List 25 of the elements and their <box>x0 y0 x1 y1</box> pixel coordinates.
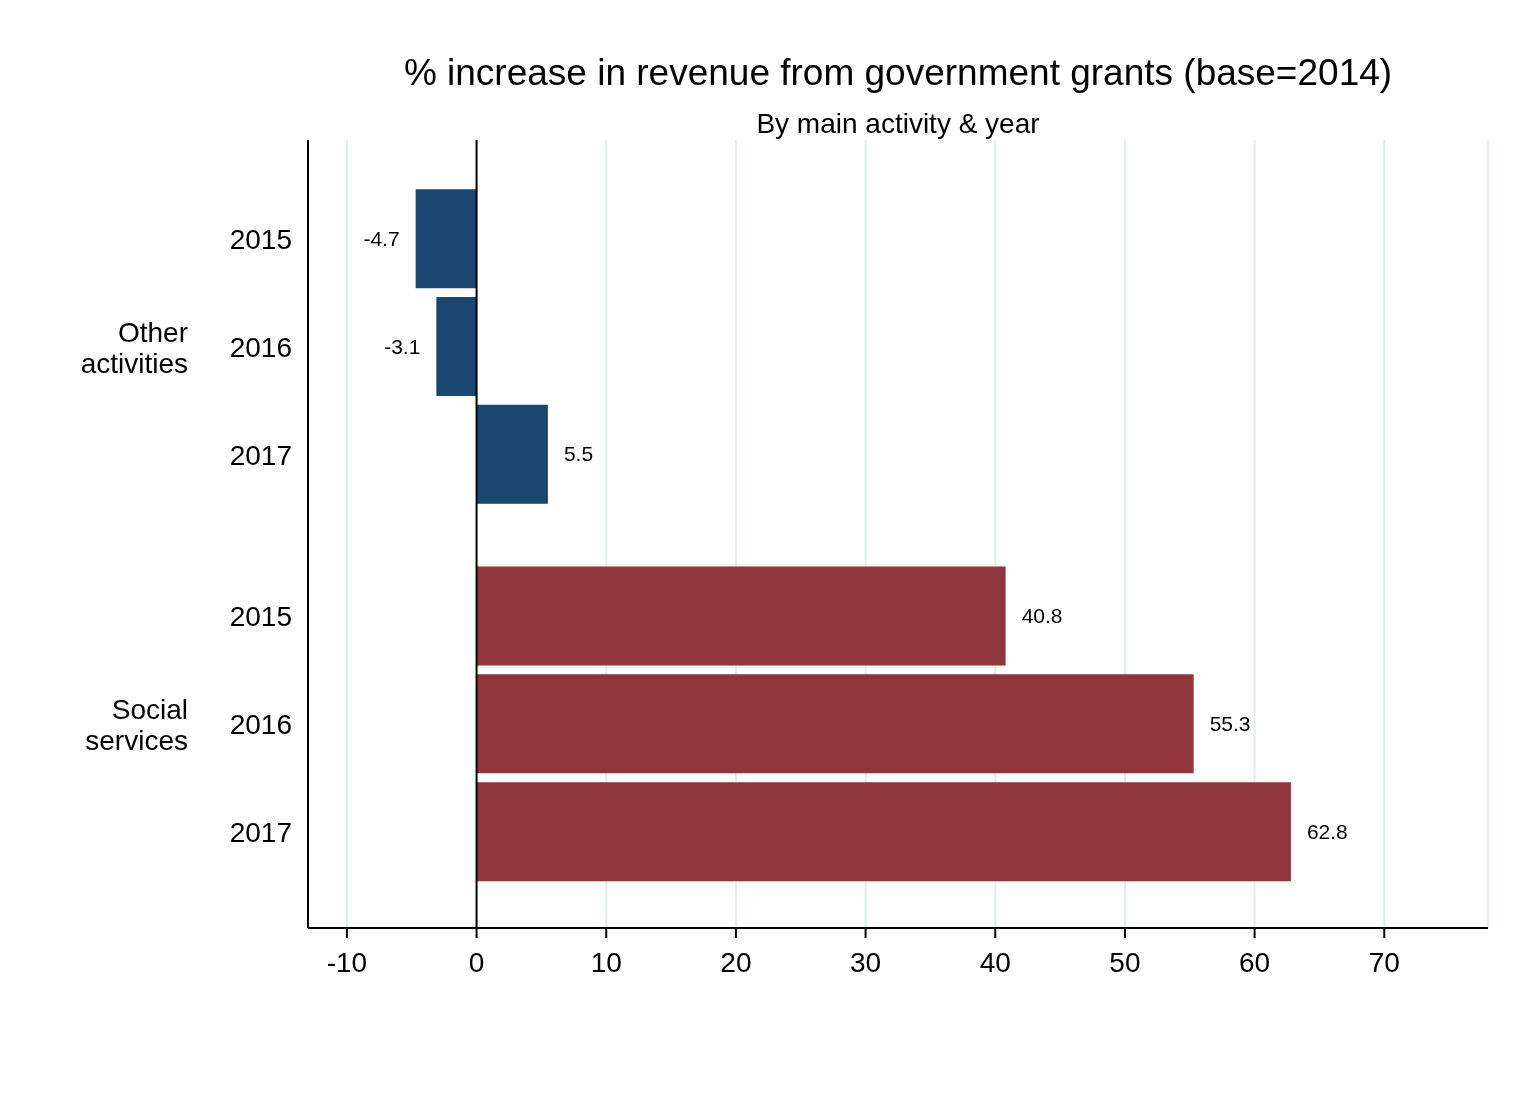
y-tick-label: 2015 <box>229 601 292 633</box>
data-label: 62.8 <box>1306 819 1348 843</box>
x-tick-label: -10 <box>326 946 368 978</box>
x-tick-label: 20 <box>720 946 752 978</box>
y-tick-label: 2017 <box>229 439 292 471</box>
x-tick-label: 60 <box>1239 946 1271 978</box>
data-label: 40.8 <box>1021 604 1063 628</box>
x-tick-label: 50 <box>1109 946 1141 978</box>
data-label: -4.7 <box>363 226 400 250</box>
chart-title: % increase in revenue from government grants (base=2014) <box>402 52 1394 94</box>
text: Other activities <box>80 316 188 379</box>
x-tick-label: 70 <box>1368 946 1400 978</box>
x-tick-label: 30 <box>850 946 882 978</box>
data-label: 55.3 <box>1209 711 1251 735</box>
y-tick-label: 2015 <box>229 224 292 256</box>
chart-subtitle: By main activity & year <box>755 108 1041 140</box>
x-tick-label: 10 <box>590 946 622 978</box>
data-label: 5.5 <box>563 442 594 466</box>
x-tick-label: 0 <box>468 946 485 978</box>
text: Social services <box>85 694 188 757</box>
data-label: -3.1 <box>384 334 421 358</box>
x-tick-label: 40 <box>979 946 1011 978</box>
y-tick-label: 2016 <box>229 331 292 363</box>
y-tick-label: 2017 <box>229 817 292 849</box>
y-tick-label: 2016 <box>229 709 292 741</box>
